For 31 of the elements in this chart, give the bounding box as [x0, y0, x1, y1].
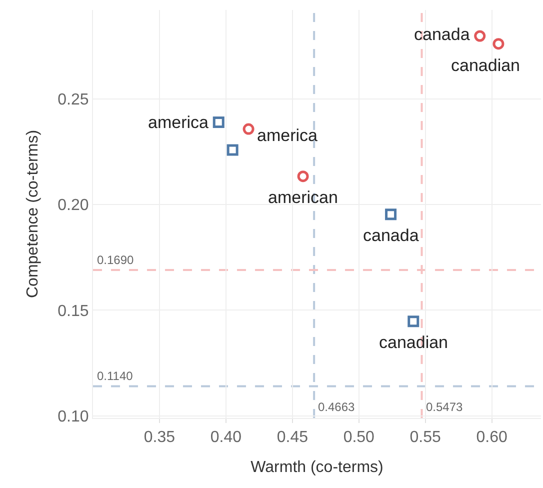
ref-line-label: 0.1140 [97, 369, 134, 383]
x-tick-label: 0.45 [276, 429, 308, 446]
annotation: america [148, 113, 210, 132]
y-tick-label: 0.15 [58, 302, 89, 320]
y-tick-label: 0.20 [58, 197, 89, 214]
point [226, 144, 238, 156]
annotation: canadian [451, 56, 520, 75]
x-tick-label: 0.55 [410, 429, 442, 446]
x-axis-title: Warmth (co-terms) [250, 458, 384, 476]
annotation: america [257, 126, 318, 145]
point [492, 38, 504, 50]
ref-line-label: 0.5473 [426, 400, 464, 414]
annotation: american [268, 188, 338, 207]
point [408, 316, 420, 328]
ref-line-label: 0.4663 [318, 400, 356, 414]
x-tick-label: 0.50 [343, 429, 375, 446]
x-tick-label: 0.60 [476, 429, 508, 446]
y-tick-label: 0.25 [58, 91, 89, 108]
point [242, 123, 254, 135]
x-tick-label: 0.35 [144, 429, 176, 446]
y-tick-label: 0.10 [58, 408, 89, 426]
annotation: canadian [379, 333, 448, 352]
ref-line-label: 0.1690 [97, 253, 134, 267]
point [474, 30, 486, 42]
annotation: canada [363, 226, 420, 245]
annotation: canada [414, 25, 470, 44]
point [385, 208, 397, 220]
x-tick-label: 0.40 [210, 429, 242, 446]
point [297, 170, 309, 182]
y-axis-title: Competence (co-terms) [24, 130, 42, 298]
point [212, 116, 224, 128]
